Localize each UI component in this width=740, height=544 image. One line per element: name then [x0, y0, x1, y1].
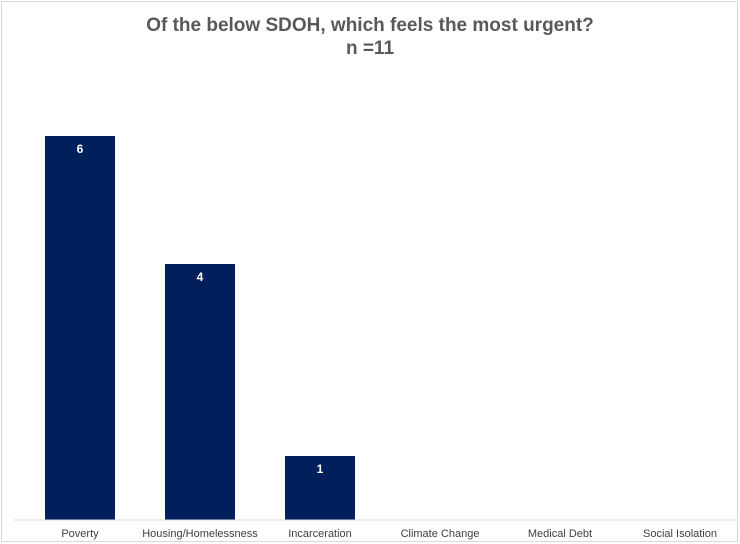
bar-1	[165, 264, 235, 520]
x-tick-label-1: Housing/Homelessness	[142, 528, 258, 540]
x-tick-label-3: Climate Change	[401, 528, 480, 540]
x-tick-label-5: Social Isolation	[643, 528, 717, 540]
x-tick-label-0: Poverty	[61, 528, 99, 540]
chart-subtitle: n =11	[345, 38, 395, 59]
data-label-2: 1	[317, 462, 324, 476]
bar-2	[285, 456, 355, 520]
tick-labels-group: Poverty Housing/Homelessness Incarceration…	[61, 528, 717, 540]
bars-group: 6 4 1	[45, 136, 355, 520]
chart-title: Of the below SDOH, which feels the most …	[146, 15, 594, 36]
data-label-0: 6	[77, 142, 84, 156]
data-label-1: 4	[197, 270, 204, 284]
bar-0	[45, 136, 115, 520]
x-tick-label-4: Medical Debt	[528, 528, 592, 540]
x-tick-label-2: Incarceration	[288, 528, 352, 540]
